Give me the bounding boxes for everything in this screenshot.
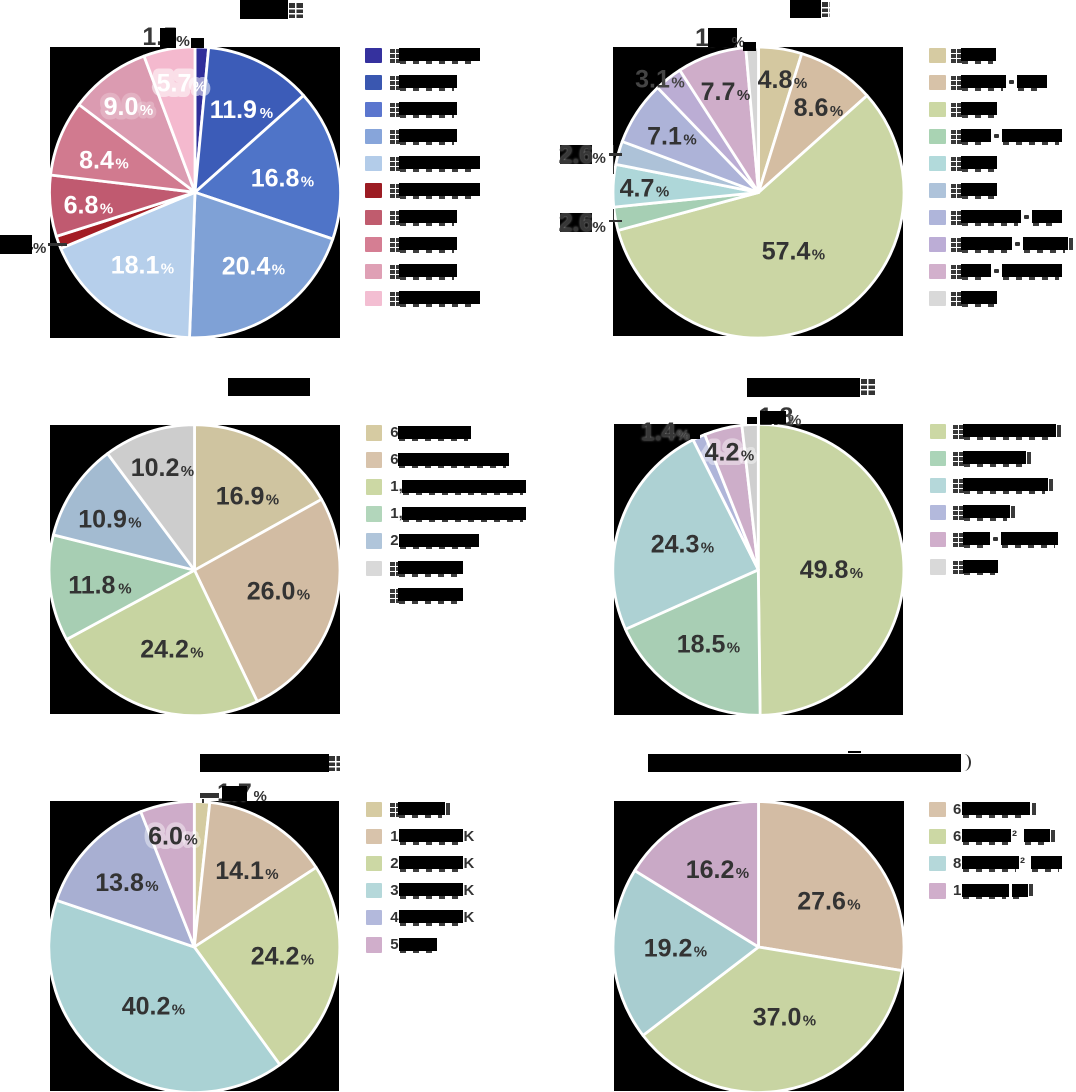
svg-text:16.9: 16.9 bbox=[216, 483, 265, 511]
svg-text:19.2: 19.2 bbox=[644, 935, 693, 963]
svg-text:37.0: 37.0 bbox=[753, 1004, 802, 1032]
svg-text:%: % bbox=[266, 492, 279, 509]
svg-text:%: % bbox=[128, 515, 141, 532]
svg-text:%: % bbox=[260, 105, 273, 122]
svg-text:%: % bbox=[100, 201, 113, 218]
svg-text:20.4: 20.4 bbox=[222, 253, 271, 281]
svg-text:%: % bbox=[737, 87, 750, 104]
svg-text:%: % bbox=[140, 102, 153, 119]
svg-text:%: % bbox=[736, 865, 749, 882]
svg-text:%: % bbox=[847, 897, 860, 914]
svg-text:8.6: 8.6 bbox=[794, 94, 829, 122]
svg-text:%: % bbox=[140, 102, 153, 119]
svg-text:11.9: 11.9 bbox=[210, 96, 257, 124]
svg-text:%: % bbox=[656, 184, 669, 201]
svg-text:%: % bbox=[727, 640, 740, 657]
svg-text:16.8: 16.8 bbox=[251, 165, 300, 193]
svg-text:%: % bbox=[671, 75, 684, 92]
svg-text:16.2: 16.2 bbox=[686, 856, 735, 884]
svg-text:%: % bbox=[812, 247, 825, 264]
svg-text:8.4: 8.4 bbox=[79, 147, 114, 175]
svg-text:11.8: 11.8 bbox=[68, 572, 115, 600]
svg-text:27.6: 27.6 bbox=[797, 888, 846, 916]
svg-text:18.5: 18.5 bbox=[677, 631, 726, 659]
svg-text:%: % bbox=[297, 587, 310, 604]
svg-text:%: % bbox=[741, 448, 754, 465]
svg-text:%: % bbox=[172, 1002, 185, 1019]
svg-text:40.2: 40.2 bbox=[122, 993, 171, 1021]
svg-text:6.0: 6.0 bbox=[148, 823, 183, 851]
svg-text:%: % bbox=[161, 261, 174, 278]
svg-text:%: % bbox=[794, 75, 807, 92]
svg-text:13.8: 13.8 bbox=[95, 869, 144, 897]
svg-text:5.7: 5.7 bbox=[157, 70, 192, 98]
svg-text:49.8: 49.8 bbox=[800, 556, 849, 584]
svg-text:9.0: 9.0 bbox=[104, 93, 139, 121]
svg-text:26.0: 26.0 bbox=[247, 578, 296, 606]
svg-text:4.2: 4.2 bbox=[705, 439, 740, 467]
svg-text:6.8: 6.8 bbox=[64, 192, 99, 220]
svg-text:10.9: 10.9 bbox=[78, 506, 127, 534]
svg-text:%: % bbox=[741, 448, 754, 465]
svg-text:3.1: 3.1 bbox=[635, 66, 670, 94]
svg-text:%: % bbox=[184, 832, 197, 849]
svg-text:%: % bbox=[301, 952, 314, 969]
svg-text:%: % bbox=[265, 866, 278, 883]
svg-text:%: % bbox=[683, 132, 696, 149]
svg-text:6.0: 6.0 bbox=[148, 823, 183, 851]
svg-text:10.2: 10.2 bbox=[131, 454, 180, 482]
svg-text:%: % bbox=[118, 581, 131, 598]
svg-text:4.7: 4.7 bbox=[620, 175, 655, 203]
svg-text:%: % bbox=[830, 103, 843, 120]
svg-text:4.2: 4.2 bbox=[705, 439, 740, 467]
svg-text:5.7: 5.7 bbox=[157, 70, 192, 98]
svg-text:%: % bbox=[181, 463, 194, 480]
svg-text:%: % bbox=[803, 1013, 816, 1030]
svg-text:14.1: 14.1 bbox=[215, 857, 264, 885]
svg-text:%: % bbox=[184, 832, 197, 849]
svg-text:57.4: 57.4 bbox=[762, 238, 811, 266]
svg-text:24.3: 24.3 bbox=[651, 531, 700, 559]
svg-text:%: % bbox=[193, 79, 206, 96]
svg-text:18.1: 18.1 bbox=[111, 252, 160, 280]
svg-text:%: % bbox=[272, 262, 285, 279]
svg-text:%: % bbox=[145, 878, 158, 895]
svg-text:%: % bbox=[301, 174, 314, 191]
svg-text:%: % bbox=[694, 944, 707, 961]
svg-text:24.2: 24.2 bbox=[140, 636, 189, 664]
svg-text:9.0: 9.0 bbox=[104, 93, 139, 121]
svg-text:%: % bbox=[850, 565, 863, 582]
svg-text:4.8: 4.8 bbox=[758, 66, 793, 94]
svg-text:%: % bbox=[190, 645, 203, 662]
svg-text:%: % bbox=[115, 156, 128, 173]
svg-text:24.2: 24.2 bbox=[251, 943, 300, 971]
svg-text:%: % bbox=[193, 79, 206, 96]
svg-text:%: % bbox=[701, 540, 714, 557]
svg-text:7.1: 7.1 bbox=[647, 123, 682, 151]
svg-text:7.7: 7.7 bbox=[701, 78, 736, 106]
